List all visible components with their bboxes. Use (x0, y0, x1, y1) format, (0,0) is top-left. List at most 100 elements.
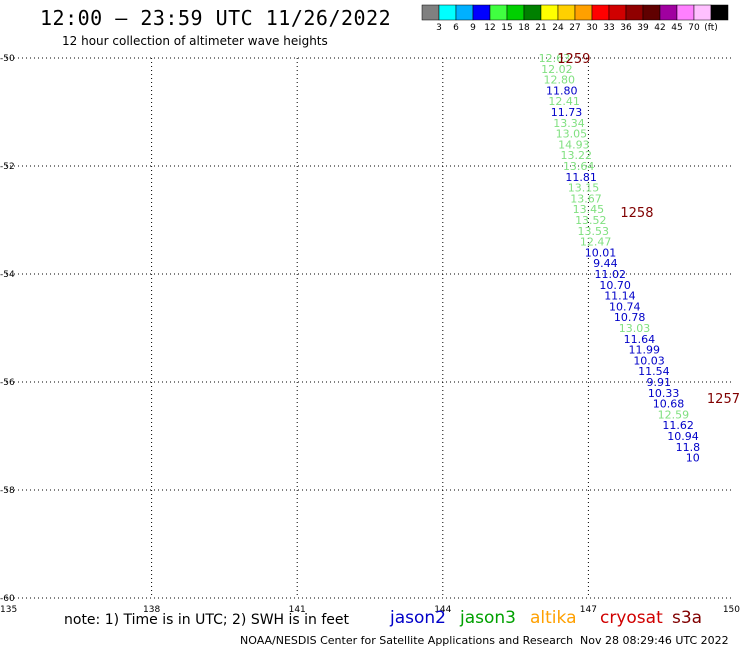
wave-height-value: 9.44 (593, 257, 618, 270)
data-points: 12.6312.0212.8011.8012.4111.7313.3413.05… (539, 52, 700, 465)
wave-height-value: 10.03 (633, 354, 665, 367)
wave-height-value: 13.05 (556, 128, 588, 141)
grid-lines (6, 57, 734, 599)
y-tick-label: -54 (0, 270, 15, 280)
chart-subtitle: 12 hour collection of altimeter wave hei… (62, 34, 328, 48)
colorbar-label: 9 (470, 23, 476, 33)
x-tick-label: 141 (289, 605, 306, 615)
colorbar-label: 18 (518, 23, 530, 33)
chart-title: 12:00 — 23:59 UTC 11/26/2022 (40, 6, 392, 30)
colorbar-label: 24 (552, 23, 564, 33)
colorbar-label: 6 (453, 23, 459, 33)
wave-height-value: 11.14 (604, 290, 636, 303)
revolution-label: 1258 (620, 206, 653, 221)
x-tick-label: 138 (143, 605, 160, 615)
satellite-legend-jason3: jason3 (460, 608, 516, 628)
wave-height-value: 13.64 (563, 160, 595, 173)
colorbar-label: 42 (654, 23, 665, 33)
colorbar-label: 39 (637, 23, 649, 33)
colorbar-label: 21 (535, 23, 546, 33)
footer-credit: NOAA/NESDIS Center for Satellite Applica… (240, 634, 574, 647)
axis-ticks: 135 138 141 144 147 150 -50 -52 -54 -56 -58 -60 (0, 54, 740, 615)
colorbar-swatch (693, 4, 712, 21)
wave-height-value: 10.74 (609, 300, 641, 313)
colorbar-swatch (438, 4, 457, 21)
wave-height-value: 12.80 (544, 74, 576, 87)
satellite-legend-cryosat: cryosat (600, 608, 663, 628)
y-tick-label: -52 (0, 162, 15, 172)
wave-height-value: 11.80 (546, 84, 578, 97)
colorbar-label: 12 (484, 23, 495, 33)
wave-height-value: 10.94 (667, 430, 699, 443)
y-tick-label: -50 (0, 54, 15, 64)
colorbar-swatch (540, 4, 559, 21)
wave-height-value: 12.41 (548, 95, 580, 108)
wave-height-value: 11.02 (594, 268, 626, 281)
colorbar-swatch (523, 4, 542, 21)
wave-height-value: 12.47 (580, 236, 612, 249)
colorbar-label: 3 (436, 23, 442, 33)
x-tick-label: 144 (434, 605, 451, 615)
colorbar-swatch (591, 4, 610, 21)
y-tick-label: -58 (0, 486, 15, 496)
satellite-legend-s3a: s3a (672, 608, 703, 628)
satellite-legend-altika: altika (530, 608, 577, 628)
wave-height-value: 13.45 (573, 203, 605, 216)
revolution-label: 1259 (557, 52, 590, 67)
colorbar-label: (ft) (704, 23, 718, 33)
wave-height-value: 13.15 (568, 182, 600, 195)
colorbar-label: 27 (569, 23, 580, 33)
colorbar-swatch (676, 4, 695, 21)
wave-height-value: 11.81 (565, 171, 597, 184)
colorbar-swatch (455, 4, 474, 21)
wave-height-value: 13.34 (553, 117, 585, 130)
wave-height-value: 13.03 (619, 322, 651, 335)
y-tick-label: -60 (0, 594, 15, 604)
wave-height-value: 11.73 (551, 106, 583, 119)
colorbar-swatch (574, 4, 593, 21)
y-tick-label: -56 (0, 378, 15, 388)
footer-note: note: 1) Time is in UTC; 2) SWH is in fe… (64, 612, 350, 628)
x-tick-label: 150 (723, 605, 740, 615)
wave-height-value: 10 (686, 452, 700, 465)
wave-height-value: 10.68 (653, 398, 685, 411)
colorbar-swatch (506, 4, 525, 21)
wave-height-value: 12.02 (541, 63, 573, 76)
wave-height-value: 10.70 (599, 279, 631, 292)
wave-height-value: 13.22 (561, 149, 593, 162)
colorbar-swatch (472, 4, 491, 21)
colorbar-legend: 3 6 9 12 15 18 21 24 27 30 33 36 39 42 45 70 (ft) (421, 4, 729, 33)
x-tick-label: 135 (0, 605, 17, 615)
wave-height-value: 10.78 (614, 311, 646, 324)
wave-height-value: 11.62 (662, 419, 694, 432)
colorbar-label: 36 (620, 23, 632, 33)
wave-height-value: 13.52 (575, 214, 607, 227)
wave-height-value: 11.99 (628, 344, 660, 357)
colorbar-label: 45 (671, 23, 682, 33)
wave-height-value: 10.01 (585, 246, 617, 259)
footer-timestamp: Nov 28 08:29:46 UTC 2022 (580, 634, 729, 647)
wave-height-value: 11.54 (638, 365, 670, 378)
wave-height-value: 9.91 (647, 376, 672, 389)
wave-height-value: 13.53 (578, 225, 610, 238)
colorbar-swatch (659, 4, 678, 21)
colorbar-label: 70 (688, 23, 700, 33)
revolution-labels: 1259 1258 1257 (557, 52, 740, 407)
wave-height-value: 12.63 (539, 52, 571, 65)
wave-height-value: 14.93 (558, 138, 590, 151)
colorbar-swatch (557, 4, 576, 21)
wave-height-value: 11.64 (624, 333, 656, 346)
colorbar-swatch (625, 4, 644, 21)
wave-height-value: 10.33 (648, 387, 680, 400)
x-tick-label: 147 (580, 605, 597, 615)
colorbar-label: 30 (586, 23, 598, 33)
wave-height-value: 11.8 (676, 441, 701, 454)
colorbar-swatch (489, 4, 508, 21)
colorbar-swatch (421, 4, 440, 21)
wave-height-value: 12.59 (658, 408, 690, 421)
satellite-legend-jason2: jason2 (390, 608, 446, 628)
wave-height-value: 13.67 (570, 192, 602, 205)
colorbar-label: 33 (603, 23, 614, 33)
colorbar-swatch (608, 4, 627, 21)
